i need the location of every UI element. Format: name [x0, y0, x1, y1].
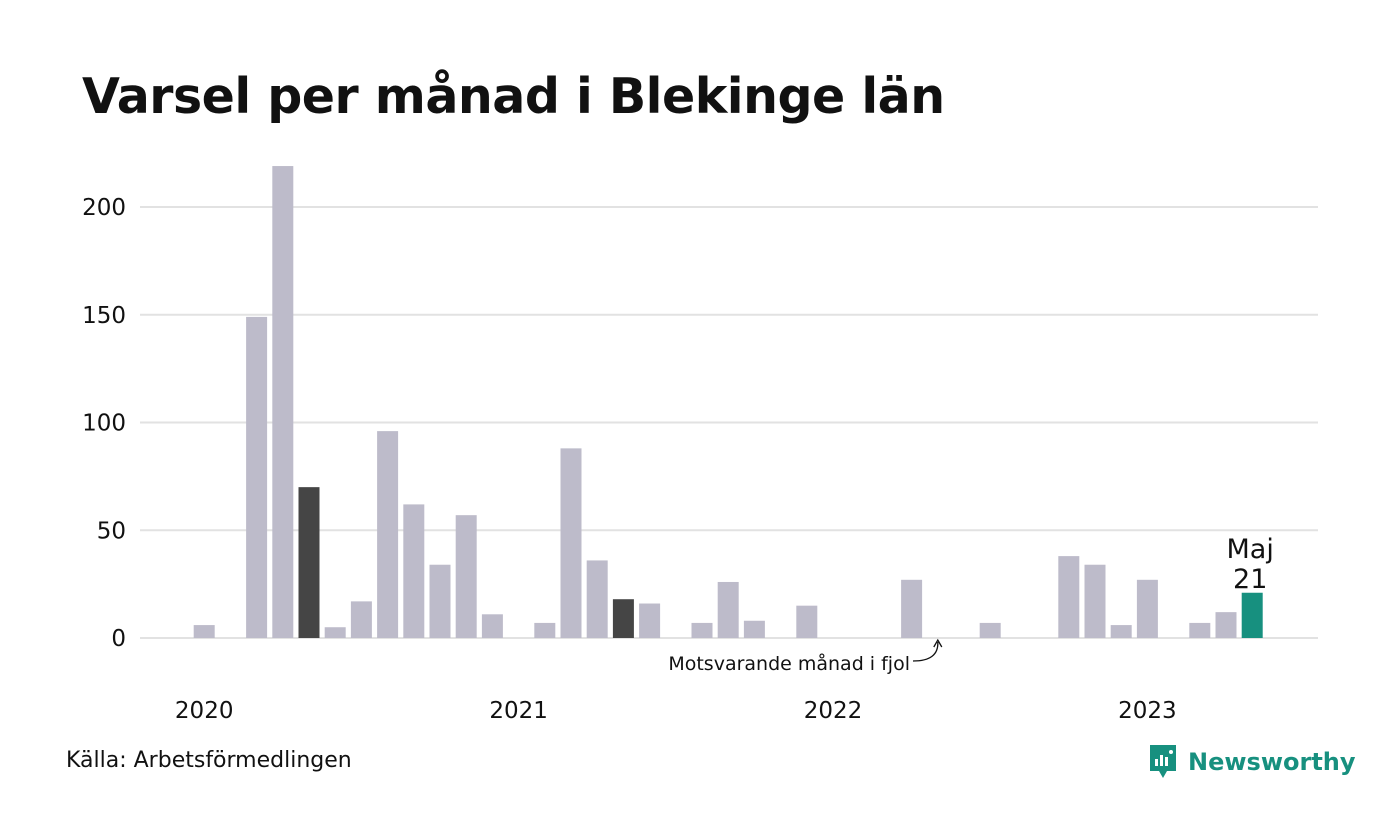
bar [1110, 625, 1132, 638]
bar [586, 560, 608, 638]
bar [481, 614, 503, 638]
bar [717, 581, 739, 638]
bar [193, 625, 215, 638]
x-tick-label: 2023 [1118, 698, 1177, 724]
bar [272, 166, 294, 638]
bar [403, 504, 425, 638]
bar [350, 601, 372, 638]
annotation-arrow [912, 641, 939, 662]
bar [743, 620, 765, 638]
bar [1084, 564, 1106, 638]
x-axis-ticks: 2020 2021 2022 2023 [175, 698, 1177, 724]
annotation-label: Motsvarande månad i fjol [668, 652, 910, 675]
bar [796, 605, 818, 638]
newsworthy-logo-icon [1150, 745, 1176, 778]
x-tick-label: 2020 [175, 698, 234, 724]
source-note: Källa: Arbetsförmedlingen [66, 748, 352, 773]
bar [1136, 579, 1158, 638]
bar [639, 603, 661, 638]
bar [324, 627, 346, 638]
bar [901, 579, 923, 638]
y-tick-label: 0 [111, 626, 126, 652]
bar [534, 622, 556, 638]
bar [1189, 622, 1211, 638]
bar [377, 431, 399, 638]
brand-name: Newsworthy [1188, 748, 1356, 776]
y-axis-ticks: 0 50 100 150 200 [82, 195, 126, 652]
bar [1241, 592, 1263, 638]
bar [691, 622, 713, 638]
bar [979, 622, 1001, 638]
bar [1215, 612, 1237, 638]
y-tick-label: 150 [82, 303, 126, 329]
bar [455, 515, 477, 638]
bar [612, 599, 634, 638]
y-tick-label: 100 [82, 411, 126, 437]
bar [429, 564, 451, 638]
bar [246, 316, 268, 638]
bar [560, 448, 582, 638]
x-tick-label: 2021 [489, 698, 548, 724]
bar [298, 487, 320, 638]
current-value-label: 21 [1233, 564, 1267, 595]
brand-logo: Newsworthy [1148, 744, 1356, 780]
annotation-arrowhead [933, 638, 943, 648]
y-tick-label: 50 [97, 518, 126, 544]
chart-title: Varsel per månad i Blekinge län [82, 68, 945, 125]
y-tick-label: 200 [82, 195, 126, 221]
bar [1058, 556, 1080, 638]
current-month-label: Maj [1227, 534, 1274, 565]
x-tick-label: 2022 [804, 698, 863, 724]
bars [193, 166, 1263, 638]
